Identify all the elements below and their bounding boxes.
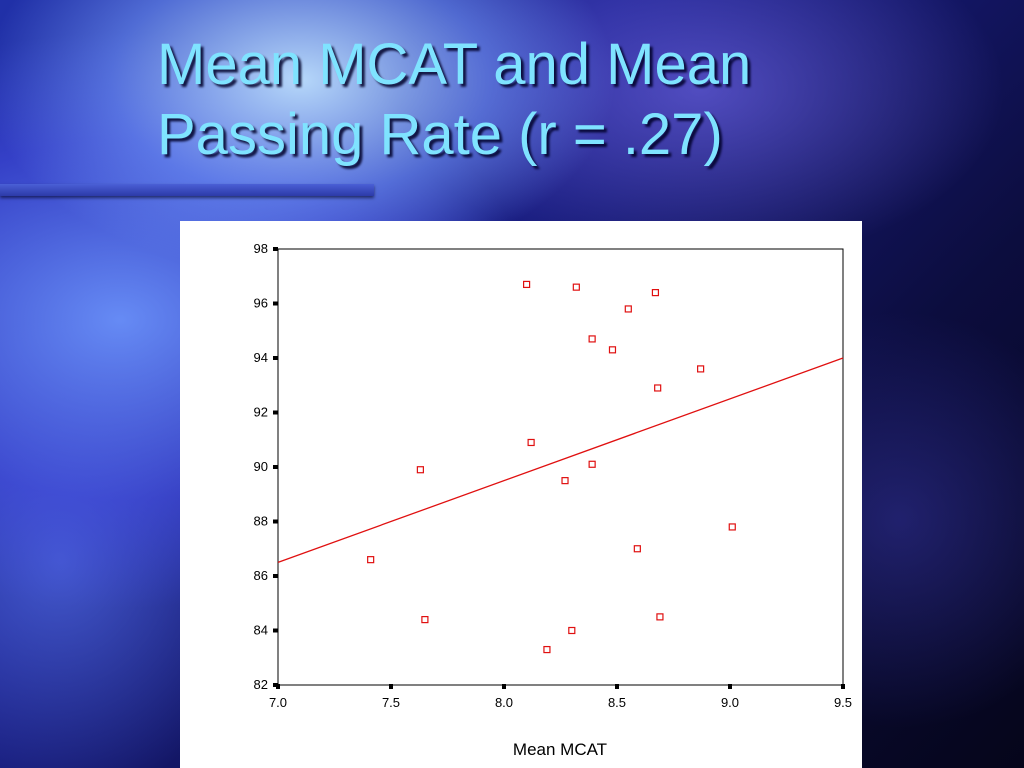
x-tick-mark (615, 684, 619, 689)
data-point (588, 335, 596, 343)
y-tick-label: 96 (254, 296, 268, 311)
data-point (421, 616, 429, 624)
y-tick-mark (273, 410, 278, 415)
scatter-chart: 7.0 7.5 8.0 8.5 9.0 9.5 82 84 86 88 90 92 94 96 98 Me… (254, 241, 853, 759)
regression-line (277, 357, 844, 563)
y-tick-label: 84 (254, 623, 268, 638)
x-tick-label: 7.5 (382, 695, 400, 710)
title-underline-bar (0, 184, 374, 196)
data-point (624, 305, 632, 313)
x-tick-mark (728, 684, 732, 689)
x-tick-label: 9.5 (834, 695, 852, 710)
y-axis-ticks: 82 84 86 88 90 92 94 96 98 (254, 241, 278, 692)
y-tick-mark (273, 356, 278, 360)
x-tick-mark (841, 684, 845, 689)
data-point (572, 283, 580, 291)
y-tick-mark (273, 247, 278, 251)
y-tick-mark (273, 301, 278, 306)
data-point (568, 626, 576, 635)
data-point (697, 365, 705, 373)
x-tick-mark (502, 684, 506, 689)
x-tick-label: 7.0 (269, 695, 287, 710)
data-point (527, 438, 535, 447)
y-tick-label: 88 (254, 514, 268, 529)
chart-panel: 7.0 7.5 8.0 8.5 9.0 9.5 82 84 86 88 90 92 94 96 98 Me… (180, 221, 862, 768)
plot-area-frame (277, 248, 844, 686)
data-point (608, 346, 617, 354)
x-axis-ticks: 7.0 7.5 8.0 8.5 9.0 9.5 (269, 684, 852, 710)
y-tick-mark (273, 465, 278, 469)
x-tick-label: 9.0 (721, 695, 739, 710)
x-tick-mark (389, 684, 393, 689)
y-tick-label: 92 (254, 405, 268, 420)
data-point (656, 613, 664, 621)
data-point (588, 460, 596, 468)
y-tick-label: 98 (254, 241, 268, 256)
y-tick-mark (273, 628, 278, 633)
slide-title-line-1: Mean MCAT and Mean (157, 32, 752, 97)
x-axis-title: Mean MCAT (513, 740, 607, 759)
y-tick-mark (273, 574, 278, 578)
y-tick-label: 82 (254, 677, 268, 692)
y-tick-label: 90 (254, 459, 268, 474)
data-point (543, 645, 551, 654)
data-point (561, 477, 569, 485)
data-points-layer (367, 280, 736, 654)
fit-line-layer (277, 357, 844, 563)
y-tick-label: 86 (254, 568, 268, 583)
data-point (367, 556, 375, 564)
data-point (654, 384, 662, 392)
data-point (728, 523, 736, 531)
data-point (523, 280, 531, 289)
x-tick-label: 8.0 (495, 695, 513, 710)
data-point (651, 288, 660, 297)
y-tick-label: 94 (254, 350, 268, 365)
slide-title-line-2: Passing Rate (r = .27) (157, 102, 723, 167)
data-point (416, 466, 424, 474)
x-tick-label: 8.5 (608, 695, 626, 710)
y-tick-mark (273, 683, 278, 687)
slide-title: Mean MCAT and Mean Passing Rate (r = .27… (157, 30, 897, 170)
data-point (633, 545, 641, 553)
y-tick-mark (273, 519, 278, 524)
